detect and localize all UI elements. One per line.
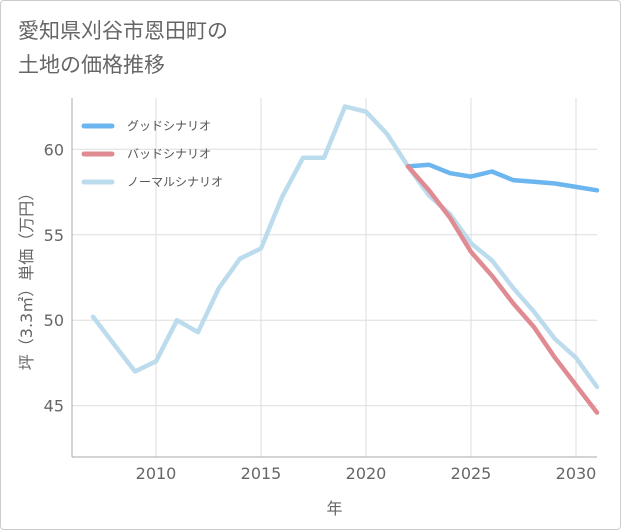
y-tick-label: 50 bbox=[44, 311, 64, 330]
y-tick-label: 60 bbox=[44, 140, 64, 159]
series-line-bad bbox=[405, 164, 600, 415]
y-tick-label: 55 bbox=[44, 226, 64, 245]
grid-lines bbox=[72, 98, 597, 457]
y-axis-title: 坪（3.3㎡）単価（万円） bbox=[17, 185, 36, 370]
x-tick-label: 2020 bbox=[346, 464, 387, 483]
series-line-normal bbox=[90, 104, 600, 390]
legend-label-bad: バッドシナリオ bbox=[127, 147, 211, 161]
y-tick-label: 45 bbox=[44, 397, 64, 416]
legend-label-good: グッドシナリオ bbox=[127, 119, 211, 133]
x-tick-label: 2030 bbox=[556, 464, 597, 483]
chart-title-line-1: 愛知県刈谷市恩田町の bbox=[18, 19, 228, 43]
series-line-good bbox=[405, 162, 600, 193]
axes: 2010 2015 2020 2025 2030 45 50 55 60 年 坪（3.3㎡）単価（万… bbox=[17, 98, 597, 518]
x-tick-label: 2010 bbox=[136, 464, 177, 483]
x-tick-label: 2025 bbox=[451, 464, 492, 483]
series-lines bbox=[90, 104, 600, 415]
legend-label-normal: ノーマルシナリオ bbox=[127, 175, 223, 189]
chart-title-line-2: 土地の価格推移 bbox=[18, 53, 165, 77]
chart-title: 愛知県刈谷市恩田町の 土地の価格推移 bbox=[18, 14, 228, 82]
x-tick-label: 2015 bbox=[241, 464, 282, 483]
x-axis-title: 年 bbox=[326, 499, 342, 518]
